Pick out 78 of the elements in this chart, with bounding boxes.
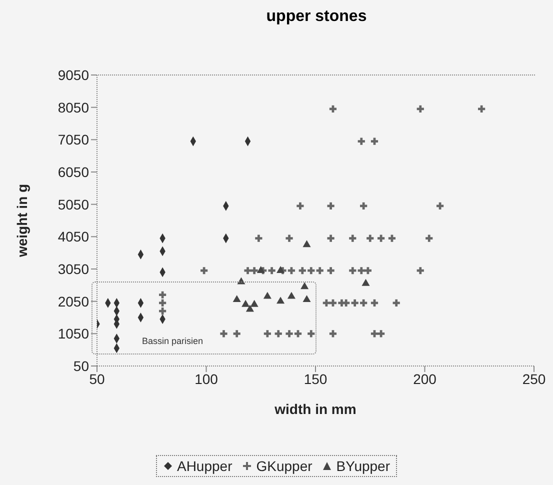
point	[286, 330, 293, 338]
point	[416, 267, 424, 274]
point	[159, 291, 166, 298]
point	[250, 300, 258, 307]
point	[416, 105, 424, 112]
y-tick-label: 1050	[58, 326, 90, 342]
point	[351, 299, 358, 306]
point	[349, 234, 356, 242]
point	[296, 202, 304, 210]
y-tick-label: 3050	[58, 260, 90, 277]
point	[302, 240, 311, 248]
x-tick-label: 100	[194, 370, 218, 387]
point	[288, 267, 296, 274]
y-tick-label: 50	[73, 358, 90, 374]
y-tick-label: 8050	[58, 99, 90, 116]
point	[360, 299, 368, 306]
y-axis-title: weight in g	[14, 184, 30, 258]
y-tick-label: 5050	[58, 196, 90, 212]
point	[370, 138, 378, 145]
point	[286, 234, 293, 242]
point	[274, 330, 282, 338]
point	[246, 304, 254, 312]
y-tick-label: 4050	[58, 228, 90, 245]
chart-title: upper stones	[265, 8, 368, 26]
point	[244, 267, 252, 274]
point	[308, 267, 315, 274]
legend-label: BYupper	[335, 458, 390, 474]
x-tick-label: 250	[522, 370, 546, 387]
point	[366, 234, 374, 242]
point	[200, 267, 208, 274]
point	[360, 202, 368, 210]
point	[276, 266, 285, 273]
point	[322, 299, 330, 306]
point	[302, 295, 311, 302]
point	[327, 234, 334, 242]
point	[327, 267, 334, 274]
x-axis-title: width in mm	[274, 400, 356, 417]
point	[349, 267, 356, 274]
point	[287, 292, 296, 299]
point	[388, 234, 396, 242]
y-tick-label: 9050	[58, 66, 90, 83]
point	[268, 267, 276, 274]
point	[233, 330, 240, 338]
point	[378, 330, 385, 338]
point	[255, 234, 262, 242]
point	[308, 330, 315, 338]
point	[298, 267, 306, 274]
x-tick-label: 50	[89, 370, 105, 387]
point	[378, 234, 385, 242]
x-tick-label: 150	[304, 370, 328, 387]
point	[392, 299, 400, 306]
point	[232, 295, 241, 302]
point	[250, 267, 258, 274]
point	[358, 138, 365, 145]
y-tick-label: 6050	[58, 164, 90, 180]
point	[329, 330, 337, 338]
y-tick-label: 7050	[58, 132, 90, 148]
point	[263, 292, 272, 299]
y-tick-label: 2050	[58, 293, 90, 310]
point	[294, 330, 302, 338]
legend-label: AHupper	[176, 458, 232, 474]
point	[242, 300, 250, 307]
legend-label: GKupper	[255, 458, 312, 474]
point	[256, 266, 265, 273]
x-tick-label: 200	[413, 370, 437, 387]
point	[426, 234, 433, 242]
annotation: Bassin parisien	[142, 336, 204, 346]
point	[300, 282, 309, 290]
point	[342, 299, 350, 306]
point	[364, 267, 372, 274]
point	[264, 330, 271, 338]
point	[370, 330, 378, 338]
point	[327, 202, 334, 210]
point	[276, 296, 285, 304]
point	[220, 330, 228, 338]
point	[358, 267, 365, 274]
point	[362, 278, 370, 286]
point	[316, 267, 324, 274]
